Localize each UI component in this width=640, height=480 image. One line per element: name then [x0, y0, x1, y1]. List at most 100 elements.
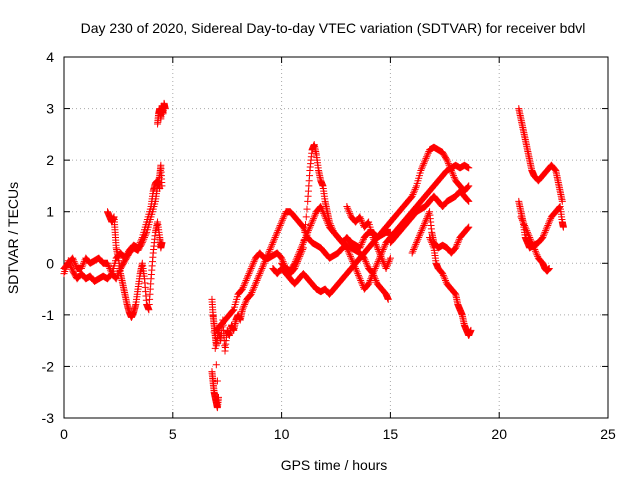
y-tick-label: 2 [46, 152, 54, 168]
data-point [275, 223, 283, 231]
data-point [302, 213, 310, 221]
y-tick-label: 1 [46, 204, 54, 220]
data-point [357, 242, 365, 250]
data-point [410, 244, 418, 252]
data-point [228, 307, 236, 315]
data-point [361, 256, 369, 264]
data-point [344, 206, 352, 214]
data-point [258, 264, 266, 272]
data-point [303, 205, 311, 213]
data-point [357, 216, 365, 224]
data-point [271, 234, 279, 241]
data-point [248, 263, 256, 271]
data-point [254, 275, 262, 283]
data-point [135, 242, 143, 250]
data-point [310, 215, 318, 223]
data-point [559, 223, 567, 231]
data-point [357, 240, 365, 248]
data-point [383, 263, 391, 271]
data-points [60, 99, 567, 412]
data-point [242, 276, 250, 284]
data-point [268, 240, 276, 248]
data-point [439, 270, 447, 278]
data-point [428, 240, 436, 248]
data-point [255, 271, 263, 279]
data-point [369, 270, 377, 278]
plot-frame [63, 56, 609, 419]
data-point [411, 185, 419, 193]
data-point [445, 161, 453, 169]
data-point [408, 249, 416, 257]
data-point [137, 237, 145, 245]
data-point [413, 239, 421, 247]
data-point [414, 235, 422, 243]
series-track-m [408, 208, 473, 257]
data-point [138, 235, 146, 243]
data-point [385, 258, 393, 266]
data-point [70, 258, 78, 266]
data-point [68, 265, 76, 273]
data-point [543, 223, 551, 231]
data-point [370, 235, 378, 243]
data-point [423, 151, 431, 159]
data-point [383, 261, 391, 269]
data-point [344, 246, 352, 254]
data-point [411, 242, 419, 250]
data-point [439, 271, 447, 279]
data-point [427, 237, 435, 245]
data-point [558, 197, 566, 205]
x-axis-label: GPS time / hours [281, 457, 388, 473]
data-point [358, 218, 366, 226]
data-point [246, 266, 254, 274]
x-tick-label: 20 [491, 426, 507, 442]
data-point [247, 290, 255, 298]
data-point [520, 220, 528, 228]
data-point [370, 268, 378, 276]
data-point [418, 225, 426, 233]
data-point [367, 275, 375, 283]
y-tick-label: 0 [46, 255, 54, 271]
data-point [467, 326, 475, 334]
data-point [297, 244, 305, 252]
data-point [355, 273, 363, 281]
data-point [291, 259, 299, 267]
series-track-c [104, 208, 166, 321]
data-point [465, 182, 473, 190]
data-point [270, 237, 278, 245]
data-point [408, 192, 416, 200]
data-point [257, 266, 265, 274]
data-point [426, 234, 434, 241]
data-point [77, 264, 85, 272]
data-point [213, 377, 221, 385]
data-point [362, 258, 370, 266]
data-point [522, 225, 530, 233]
data-point [545, 264, 553, 272]
data-point [447, 165, 455, 173]
data-point [368, 271, 376, 279]
data-point [79, 261, 87, 269]
data-point [267, 244, 275, 252]
data-point [356, 275, 364, 283]
data-point [450, 289, 458, 297]
data-point [532, 249, 540, 257]
data-point [533, 251, 541, 259]
data-point [291, 258, 299, 266]
data-point [320, 211, 328, 219]
data-point [539, 232, 547, 240]
x-tick-label: 10 [274, 426, 290, 442]
series-track-l [386, 187, 473, 247]
data-point [359, 237, 367, 245]
data-point [322, 215, 330, 223]
data-point [518, 215, 526, 223]
data-point [418, 163, 426, 171]
data-point [78, 263, 86, 271]
data-point [104, 261, 112, 269]
data-point [343, 203, 351, 211]
data-point [71, 259, 79, 267]
data-point [249, 287, 257, 295]
data-point [544, 221, 552, 229]
data-point [542, 227, 550, 235]
data-point [243, 275, 251, 283]
data-point [294, 251, 302, 259]
data-point [354, 271, 362, 279]
